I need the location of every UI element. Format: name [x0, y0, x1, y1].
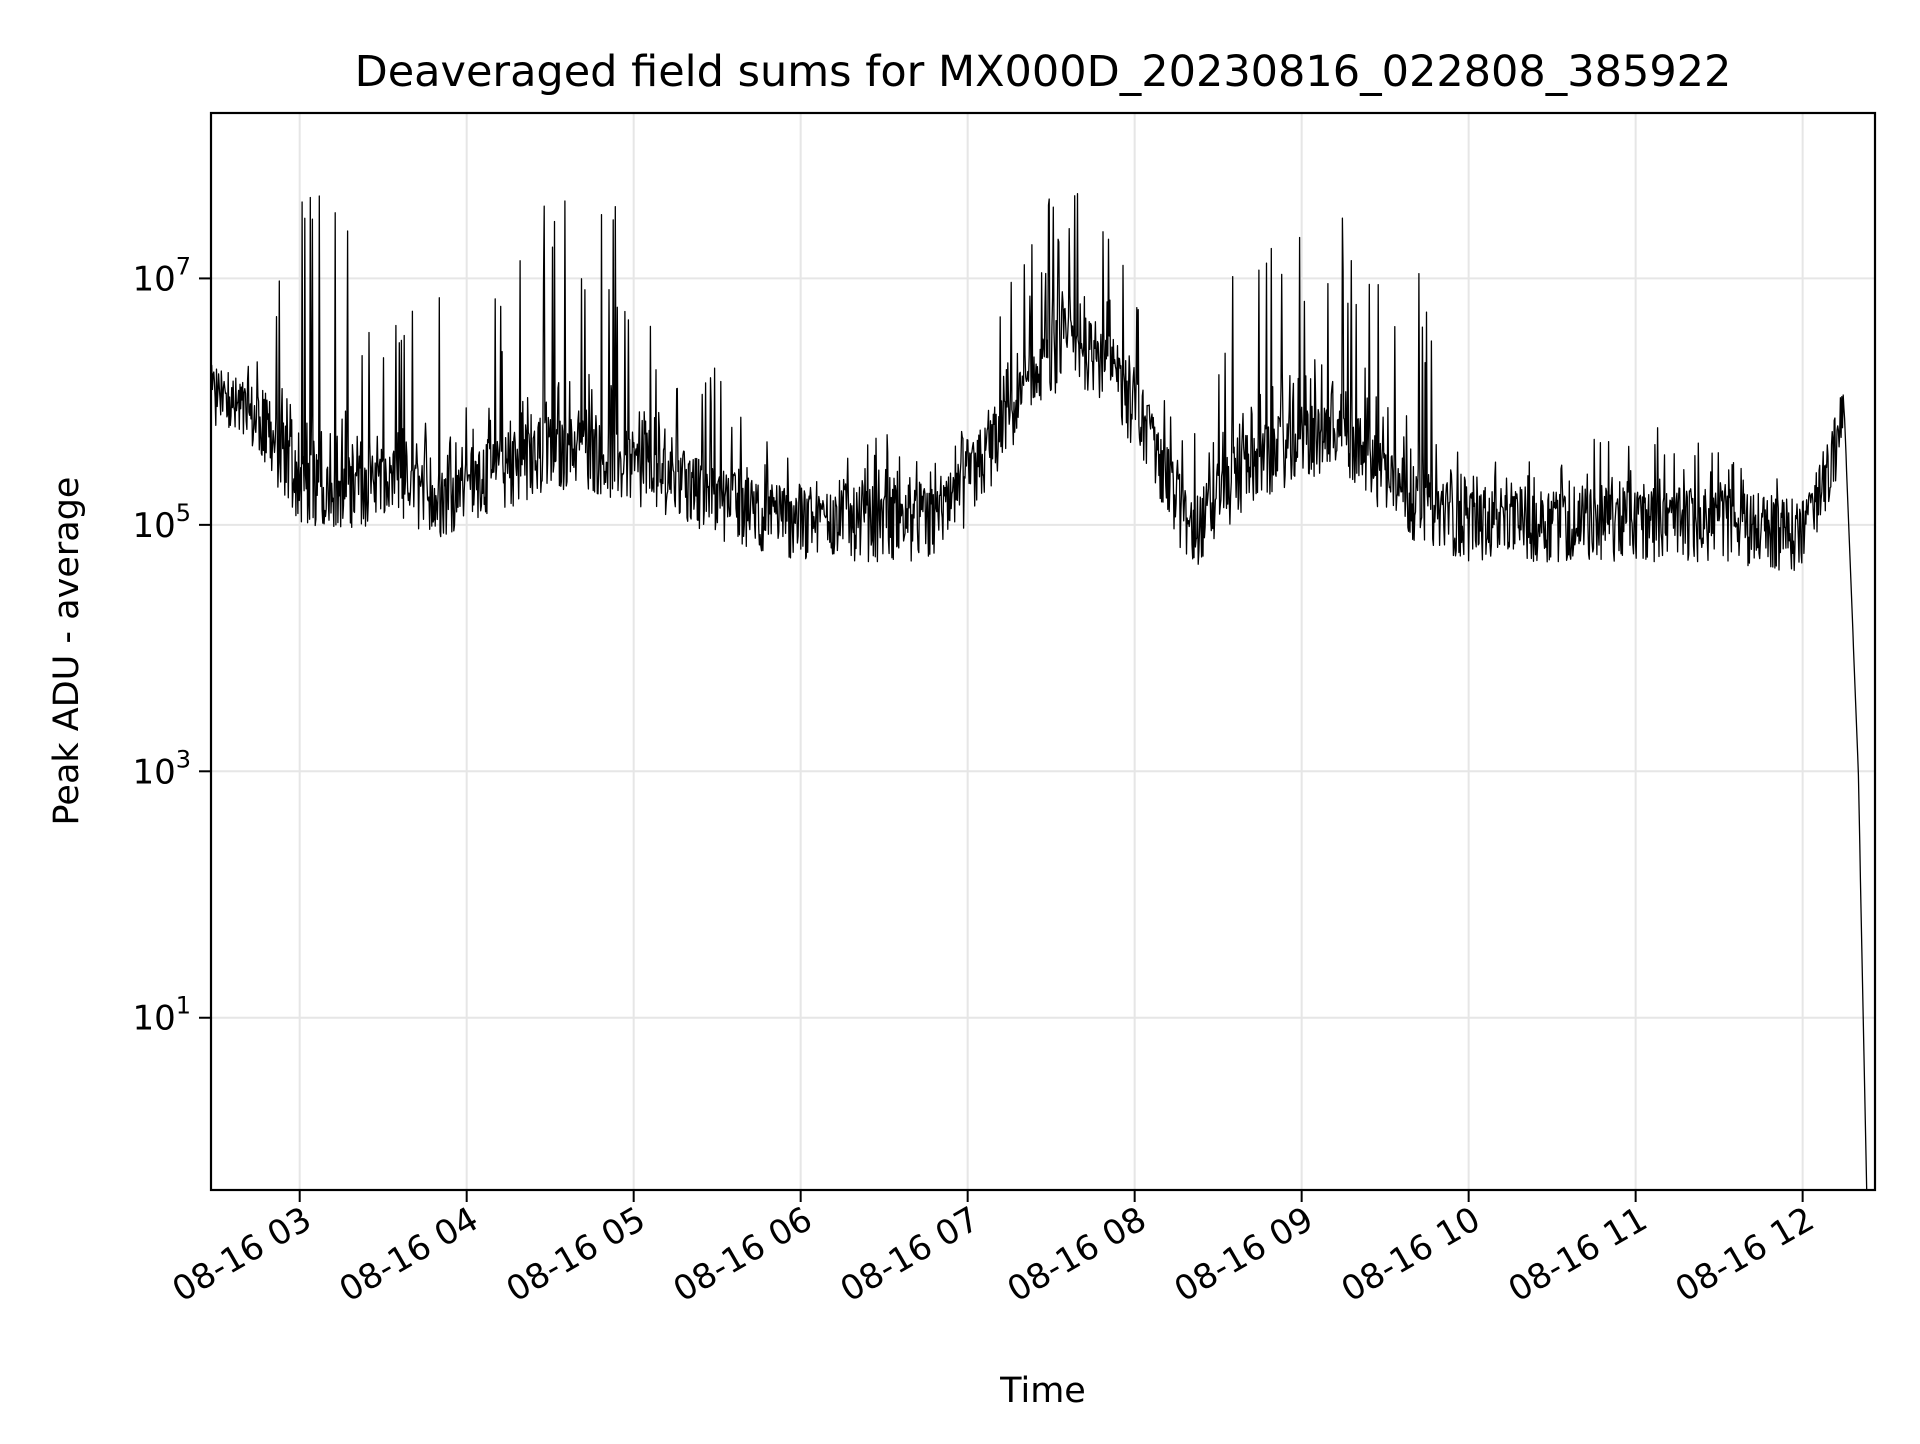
y-axis-label: Peak ADU - average [47, 477, 87, 826]
x-axis-label: Time [999, 1371, 1086, 1411]
y-tick-base: 10 [132, 999, 175, 1039]
y-tick-base: 10 [132, 259, 175, 299]
y-tick-exponent: 5 [176, 499, 191, 527]
series-line [210, 193, 1868, 1191]
y-tick-label: 101 [132, 992, 191, 1039]
chart-title: Deaveraged field sums for MX000D_2023081… [355, 47, 1732, 97]
y-tick-base: 10 [132, 506, 175, 546]
plot-area [210, 193, 1868, 1191]
grid-lines [211, 113, 1875, 1190]
y-tick-exponent: 3 [176, 745, 191, 773]
plot-frame [209, 111, 1877, 1192]
y-tick-exponent: 7 [176, 252, 191, 280]
y-tick-exponent: 1 [176, 992, 191, 1020]
y-tick-label: 107 [132, 252, 191, 299]
y-tick-base: 10 [132, 752, 175, 792]
y-tick-label: 103 [132, 745, 191, 792]
y-tick-label: 105 [132, 499, 191, 546]
